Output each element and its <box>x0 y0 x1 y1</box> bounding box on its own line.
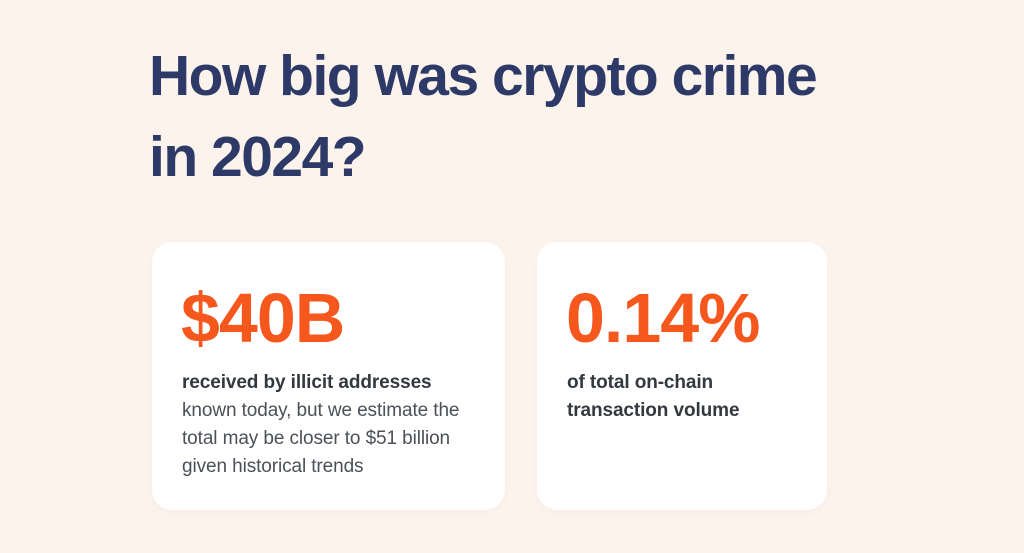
stat-value-illicit-total: $40B <box>181 279 345 357</box>
stat-description-rest: known today, but we estimate the total m… <box>182 400 460 477</box>
page-title: How big was crypto crime in 2024? <box>149 36 959 198</box>
stat-card-illicit-value: $40B received by illicit addresses known… <box>152 242 505 510</box>
stat-description-bold: of total on-chain transaction volume <box>567 372 740 421</box>
page-title-line-1: How big was crypto crime <box>149 44 818 108</box>
stat-description-illicit-total: received by illicit addresses known toda… <box>182 369 485 481</box>
stat-description-onchain-share: of total on-chain transaction volume <box>567 369 782 425</box>
stat-description-bold: received by illicit addresses <box>182 372 432 393</box>
stat-value-onchain-share: 0.14% <box>566 279 760 357</box>
stat-card-onchain-share: 0.14% of total on-chain transaction volu… <box>537 242 827 510</box>
page-title-line-2: in 2024? <box>149 124 367 189</box>
